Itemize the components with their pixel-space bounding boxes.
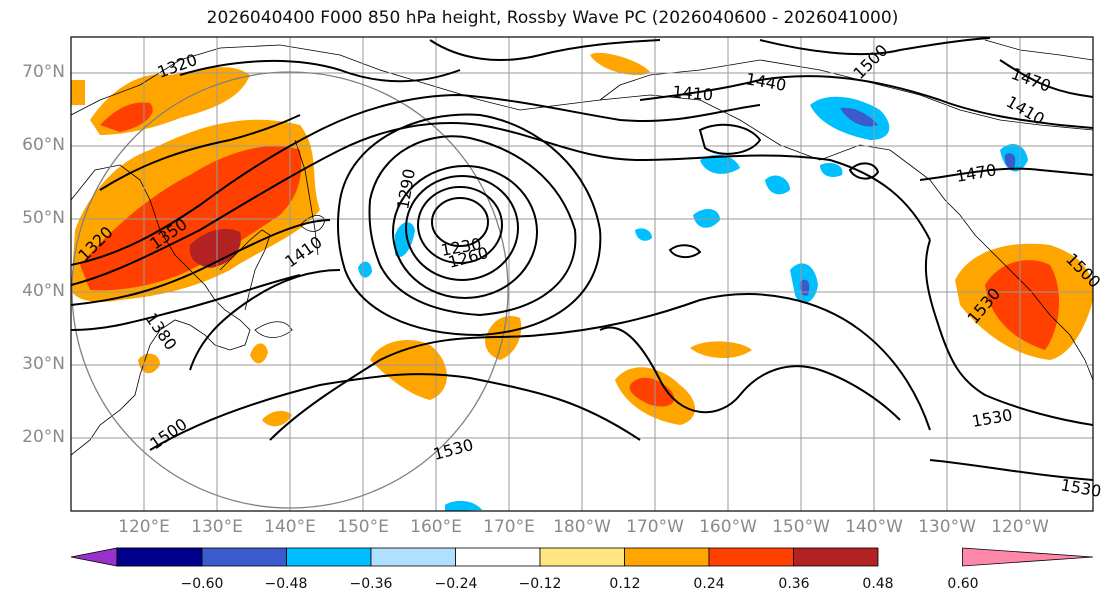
lon-label: 180°W [553,517,611,537]
colorbar-tick-label: −0.60 [180,576,224,592]
colorbar-segment [793,547,879,567]
contour-label-group: 1320 1350 1320 1380 1410 1440 1410 1500 … [74,41,1104,501]
grid-lines [71,37,1093,511]
negative-anomaly-shading [358,96,1028,511]
colorbar-extend-right [962,547,1094,567]
contour-label: 1470 [954,160,997,186]
plot-frame [70,36,1094,512]
colorbar-extend-left [70,547,118,567]
lon-label: 130°E [191,517,243,537]
lon-label: 140°W [845,517,903,537]
colorbar-segment [116,547,203,567]
colorbar-tick-label: −0.12 [518,576,562,592]
colorbar-segment [370,547,456,567]
contour-label: 1410 [281,232,325,271]
contour-label: 1410 [672,82,714,104]
colorbar-tick-label: 0.12 [609,576,641,592]
colorbar-tick-label: −0.36 [349,576,393,592]
colorbar [70,547,1094,567]
colorbar-segment [286,547,372,567]
lon-label: 130°W [918,517,976,537]
lon-label: 120°E [118,517,170,537]
height-contours [71,37,1093,481]
lon-label: 120°W [991,517,1049,537]
colorbar-tick-label: −0.48 [264,576,308,592]
contour-label: 1290 [393,167,419,210]
lon-label: 170°W [626,517,684,537]
colorbar-segment [539,547,625,567]
contour-label: 1380 [142,309,181,353]
colorbar-tick-label: 0.48 [862,576,894,592]
contour-label: 1530 [970,405,1013,431]
contour-label: 1500 [146,414,190,453]
contour-label: 1530 [431,435,475,464]
lat-label: 40°N [22,281,65,301]
lat-label: 60°N [22,135,65,155]
lon-label: 150°E [337,517,389,537]
map-title: 2026040400 F000 850 hPa height, Rossby W… [206,8,899,28]
contour-label: 1470 [1009,64,1054,96]
contour-label: 1500 [849,41,891,83]
lon-label: 160°E [410,517,462,537]
colorbar-segment [201,547,287,567]
lon-label: 150°W [772,517,830,537]
lon-label: 160°W [699,517,757,537]
lon-label: 140°E [264,517,316,537]
colorbar-segment [455,547,541,567]
colorbar-tick-label: 0.60 [947,576,979,592]
colorbar-segment [624,547,710,567]
lat-label: 20°N [22,427,65,447]
colorbar-tick-label: 0.24 [693,576,725,592]
positive-anomaly-shading [71,52,1093,427]
lat-label: 70°N [22,62,65,82]
lat-label: 30°N [22,354,65,374]
colorbar-segment [708,547,794,567]
colorbar-tick-label: −0.24 [434,576,478,592]
reference-circle [71,71,509,509]
lon-label: 170°E [483,517,535,537]
lat-label: 50°N [22,208,65,228]
colorbar-tick-label: 0.36 [778,576,810,592]
contour-label: 1530 [1059,475,1102,501]
